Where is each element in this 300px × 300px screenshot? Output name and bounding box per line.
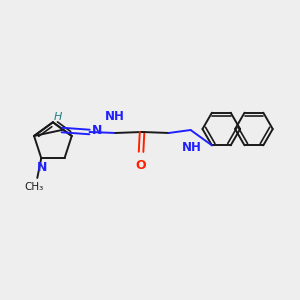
- Text: H: H: [54, 112, 62, 122]
- Text: NH: NH: [105, 110, 125, 123]
- Text: CH₃: CH₃: [25, 182, 44, 192]
- Text: O: O: [136, 159, 146, 172]
- Text: N: N: [37, 161, 47, 174]
- Text: N: N: [92, 124, 102, 137]
- Text: NH: NH: [182, 141, 202, 154]
